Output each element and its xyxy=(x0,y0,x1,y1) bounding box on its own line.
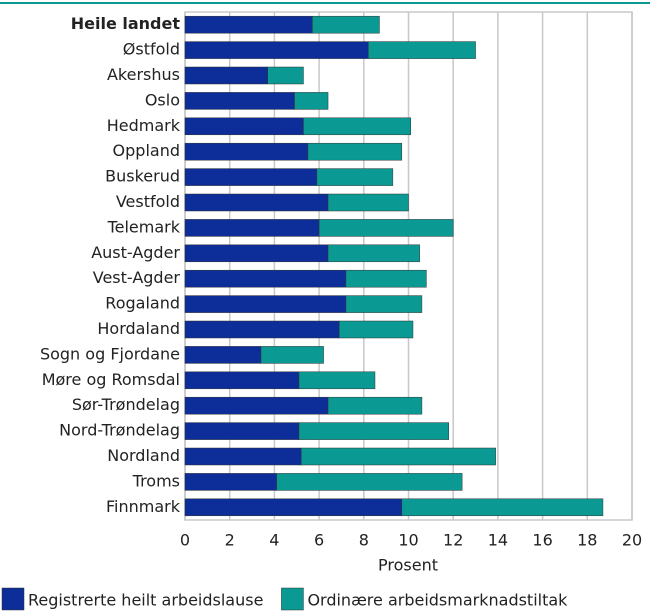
bar-segment xyxy=(276,473,463,491)
bar-segment xyxy=(318,219,454,237)
bar-segment xyxy=(327,193,409,212)
x-axis-label: Prosent xyxy=(378,556,438,575)
bar-segment xyxy=(300,447,496,466)
bar-segment xyxy=(184,269,347,288)
bar-segment xyxy=(368,41,476,59)
bar-segment xyxy=(184,498,403,517)
y-tick-label: Sogn og Fjordane xyxy=(40,344,180,363)
bar-segment xyxy=(184,396,329,415)
bar-segment xyxy=(184,219,320,237)
y-tick-label: Finnmark xyxy=(106,497,181,516)
legend-label: Ordinære arbeidsmarknadstiltak xyxy=(307,591,568,610)
y-tick-label: Oppland xyxy=(113,141,180,160)
bar-segment xyxy=(316,168,394,186)
bar-segment xyxy=(303,117,411,136)
bar-segment xyxy=(184,473,277,491)
plot-frame xyxy=(184,11,633,521)
bar-segment xyxy=(184,66,268,85)
bar-segment xyxy=(345,295,423,313)
y-tick-label: Østfold xyxy=(123,40,180,59)
bar-segment xyxy=(327,396,423,415)
y-tick-label: Telemark xyxy=(107,217,181,236)
x-tick-label: 0 xyxy=(180,531,190,550)
y-tick-label: Hordaland xyxy=(97,319,180,338)
y-tick-label: Vest-Agder xyxy=(93,268,181,287)
x-tick-label: 4 xyxy=(269,531,279,550)
x-tick-label: 10 xyxy=(398,531,418,550)
y-tick-label: Buskerud xyxy=(105,167,180,186)
bar-segment xyxy=(401,498,604,517)
x-tick-label: 2 xyxy=(225,531,235,550)
legend-swatch xyxy=(281,587,304,611)
bar-segment xyxy=(260,346,324,364)
y-tick-label: Oslo xyxy=(145,90,180,109)
legend-label: Registrerte heilt arbeidslause xyxy=(28,591,263,610)
bar-segment xyxy=(338,320,414,339)
bar-segment xyxy=(298,371,376,390)
bar-segment xyxy=(294,92,329,110)
bar-segment xyxy=(307,142,403,161)
x-tick-label: 8 xyxy=(359,531,369,550)
legend-swatch xyxy=(1,587,25,611)
bar-segment xyxy=(184,244,329,263)
x-tick-label: 20 xyxy=(622,531,642,550)
y-tick-label: Nord-Trøndelag xyxy=(59,421,180,440)
y-tick-label: Hedmark xyxy=(107,116,181,135)
x-tick-label: 12 xyxy=(443,531,463,550)
bar-segment xyxy=(184,371,300,390)
x-tick-label: 18 xyxy=(577,531,597,550)
bar-segment xyxy=(345,269,427,288)
bar-segment xyxy=(298,422,449,440)
bar-segment xyxy=(184,168,318,186)
x-tick-label: 16 xyxy=(532,531,552,550)
y-tick-label: Aust-Agder xyxy=(91,243,180,262)
x-tick-label: 14 xyxy=(488,531,508,550)
y-tick-label: Troms xyxy=(132,471,180,490)
y-tick-label: Akershus xyxy=(107,65,180,84)
bar-segment xyxy=(184,41,369,59)
bar-segment xyxy=(184,92,295,110)
bar-segment xyxy=(184,422,300,440)
y-tick-label: Vestfold xyxy=(116,192,180,211)
bar-segment xyxy=(184,15,313,34)
bar-segment xyxy=(184,142,309,161)
bar-segment xyxy=(327,244,420,263)
y-tick-label: Møre og Romsdal xyxy=(42,370,180,389)
y-tick-label: Rogaland xyxy=(105,294,180,313)
y-tick-label: Sør-Trøndelag xyxy=(72,395,180,414)
bar-segment xyxy=(184,117,304,136)
bar-segment xyxy=(184,193,329,212)
bar-segment xyxy=(184,320,340,339)
bar-segment xyxy=(184,346,262,364)
y-tick-label: Nordland xyxy=(107,446,180,465)
x-tick-label: 6 xyxy=(314,531,324,550)
y-tick-label: Heile landet xyxy=(71,14,181,33)
bar-segment xyxy=(184,447,302,466)
bar-segment xyxy=(267,66,304,85)
bar-segment xyxy=(184,295,347,313)
bar-segment xyxy=(312,15,380,34)
